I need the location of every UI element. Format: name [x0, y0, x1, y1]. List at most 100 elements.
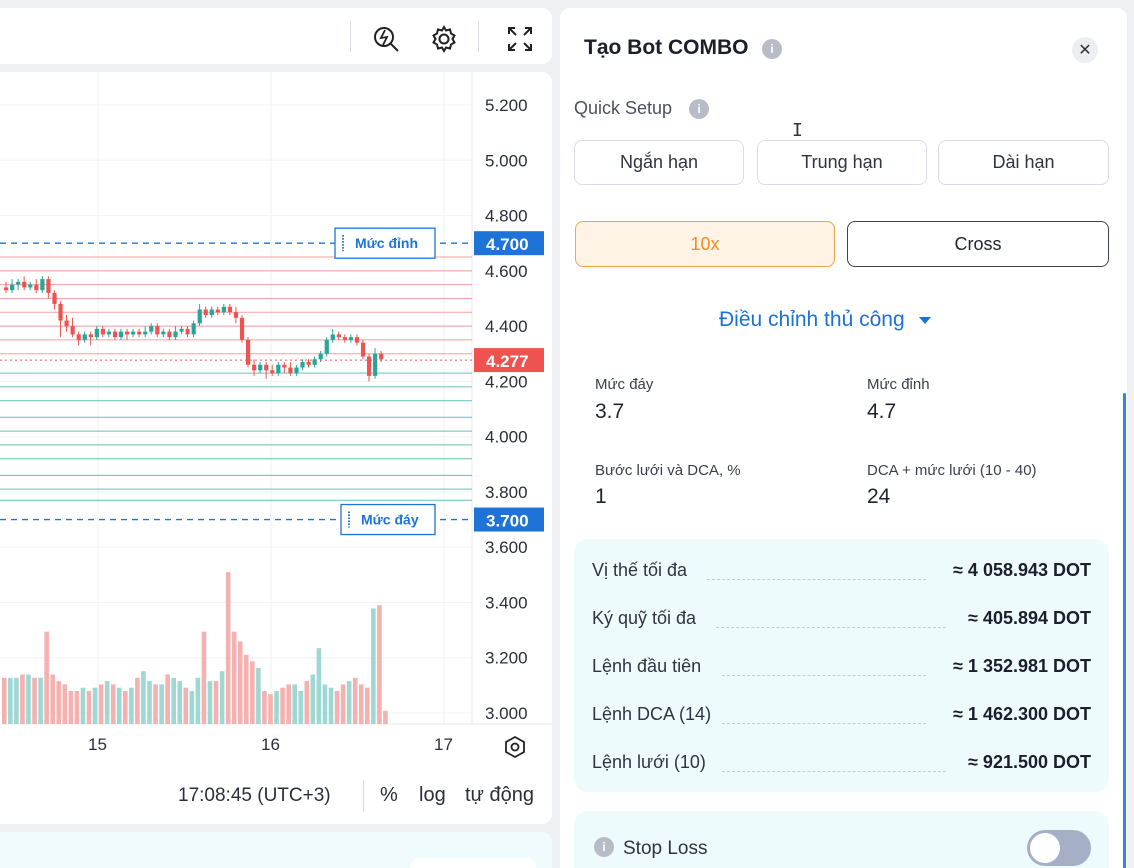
level-price-tag	[474, 507, 544, 532]
candle-body	[88, 334, 93, 338]
level-tag	[334, 227, 436, 259]
candle-body	[46, 279, 51, 293]
volume-bar	[56, 681, 62, 724]
summary-row: Lệnh DCA (14) ≈ 1 462.300 DOT	[592, 702, 1091, 728]
level-price-tag	[474, 231, 544, 256]
volume-bar	[116, 687, 122, 724]
candle-body	[233, 312, 239, 318]
candle-body	[252, 364, 257, 371]
summary-value: ≈ 405.894 DOT	[968, 608, 1091, 628]
margin-mode-button[interactable]: Cross	[847, 221, 1109, 267]
candle-body	[4, 287, 9, 291]
candle-body	[197, 309, 202, 324]
axis-settings-icon[interactable]	[500, 732, 530, 762]
toolbar-divider	[478, 22, 479, 52]
summary-row: Vị thế tối đa ≈ 4 058.943 DOT	[592, 558, 1091, 584]
candle-body	[112, 331, 118, 338]
volume-bar	[328, 687, 334, 724]
volume-bar	[316, 648, 322, 724]
close-icon: ✕	[1078, 42, 1092, 59]
volume-bar	[219, 671, 225, 724]
grid-step-label: Bước lưới và DCA, %	[595, 462, 741, 479]
preset-mid-term-button[interactable]: Trung hạn	[757, 140, 927, 185]
quick-setup-label: Quick Setup	[574, 98, 673, 118]
panel-title: Tạo Bot COMBO	[584, 36, 749, 59]
grid-count-field[interactable]: 24	[867, 485, 891, 508]
volume-bar	[292, 684, 297, 724]
dotted-leader	[722, 675, 926, 676]
chart-clock: 17:08:45 (UTC+3)	[178, 785, 331, 806]
candle-body	[336, 334, 341, 338]
candle-body	[106, 331, 112, 335]
volume-bar	[14, 677, 19, 724]
volume-bar	[80, 687, 86, 724]
stop-loss-toggle[interactable]	[1027, 830, 1091, 866]
toggle-knob	[1030, 833, 1060, 863]
grid-count-label: DCA + mức lưới (10 - 40)	[867, 462, 1037, 479]
summary-row: Ký quỹ tối đa ≈ 405.894 DOT	[592, 606, 1091, 632]
caret-down-icon	[918, 316, 931, 324]
log-scale-button[interactable]: log	[419, 784, 446, 806]
volume-bar	[165, 674, 170, 724]
dotted-leader	[722, 771, 946, 772]
volume-bar	[250, 661, 255, 724]
volume-bar	[8, 677, 13, 724]
candle-body	[52, 292, 57, 304]
price-tick-label: 4.400	[485, 317, 528, 336]
volume-bar	[135, 677, 140, 724]
gear-icon[interactable]	[427, 22, 461, 56]
stop-loss-info-icon[interactable]: i	[594, 837, 614, 857]
high-level-label: Mức đỉnh	[867, 376, 930, 393]
panel-scrollbar[interactable]	[1123, 393, 1126, 868]
volume-bar	[86, 691, 92, 724]
summary-label: Lệnh đầu tiên	[592, 656, 702, 676]
manual-adjust-label: Điều chỉnh thủ công	[719, 308, 905, 331]
text-cursor-icon: I	[792, 120, 803, 141]
volume-bar	[50, 674, 55, 724]
title-info-icon[interactable]: i	[762, 39, 782, 59]
candle-body	[100, 328, 105, 335]
footer-tab[interactable]	[410, 858, 536, 868]
volume-bar	[346, 681, 352, 724]
preset-long-term-button[interactable]: Dài hạn	[938, 140, 1109, 185]
candle-body	[330, 334, 335, 340]
quick-setup-info-icon[interactable]: i	[689, 99, 709, 119]
price-tick-label: 4.600	[485, 262, 528, 281]
high-level-field[interactable]: 4.7	[867, 400, 897, 423]
candle-body	[22, 281, 27, 288]
low-level-field[interactable]: 3.7	[595, 400, 625, 423]
candle-body	[312, 359, 317, 365]
candle-body	[318, 353, 323, 360]
price-tick-label: 4.200	[485, 372, 528, 391]
low-level-label: Mức đáy	[595, 376, 654, 393]
dotted-leader	[716, 627, 946, 628]
candle-body	[16, 281, 21, 285]
candle-body	[155, 326, 160, 335]
volume-bar	[38, 677, 43, 724]
volume-bar	[213, 681, 219, 724]
x-tick-label: 15	[88, 735, 107, 754]
dotted-leader	[707, 579, 926, 580]
candle-body	[76, 334, 81, 340]
preset-short-term-button[interactable]: Ngắn hạn	[574, 140, 744, 185]
candle-body	[10, 284, 15, 291]
candle-body	[28, 284, 33, 288]
chart-canvas[interactable]: 5.200 5.000 4.800 4.600 4.400 4.200 4.000 3.800…	[0, 72, 552, 824]
lightning-search-icon[interactable]	[369, 22, 403, 56]
fullscreen-icon[interactable]	[503, 22, 537, 56]
leverage-button[interactable]: 10x	[575, 221, 835, 267]
manual-adjust-toggle[interactable]: Điều chỉnh thủ công	[719, 308, 931, 332]
close-button[interactable]: ✕	[1072, 37, 1098, 63]
volume-bar	[2, 677, 7, 724]
level-tag-label: Mức đỉnh	[355, 235, 418, 251]
percent-scale-button[interactable]: %	[380, 784, 398, 806]
level-price-label: 4.700	[486, 235, 529, 254]
price-chart[interactable]: 5.200 5.000 4.800 4.600 4.400 4.200 4.000 3.800…	[0, 72, 552, 824]
volume-bar	[129, 687, 134, 724]
candle-body	[125, 331, 130, 335]
volume-bar	[377, 605, 382, 724]
grid-step-field[interactable]: 1	[595, 485, 607, 508]
price-tick-label: 5.200	[485, 96, 528, 115]
auto-scale-button[interactable]: tự động	[465, 784, 534, 806]
price-tick-label: 4.000	[485, 428, 528, 447]
